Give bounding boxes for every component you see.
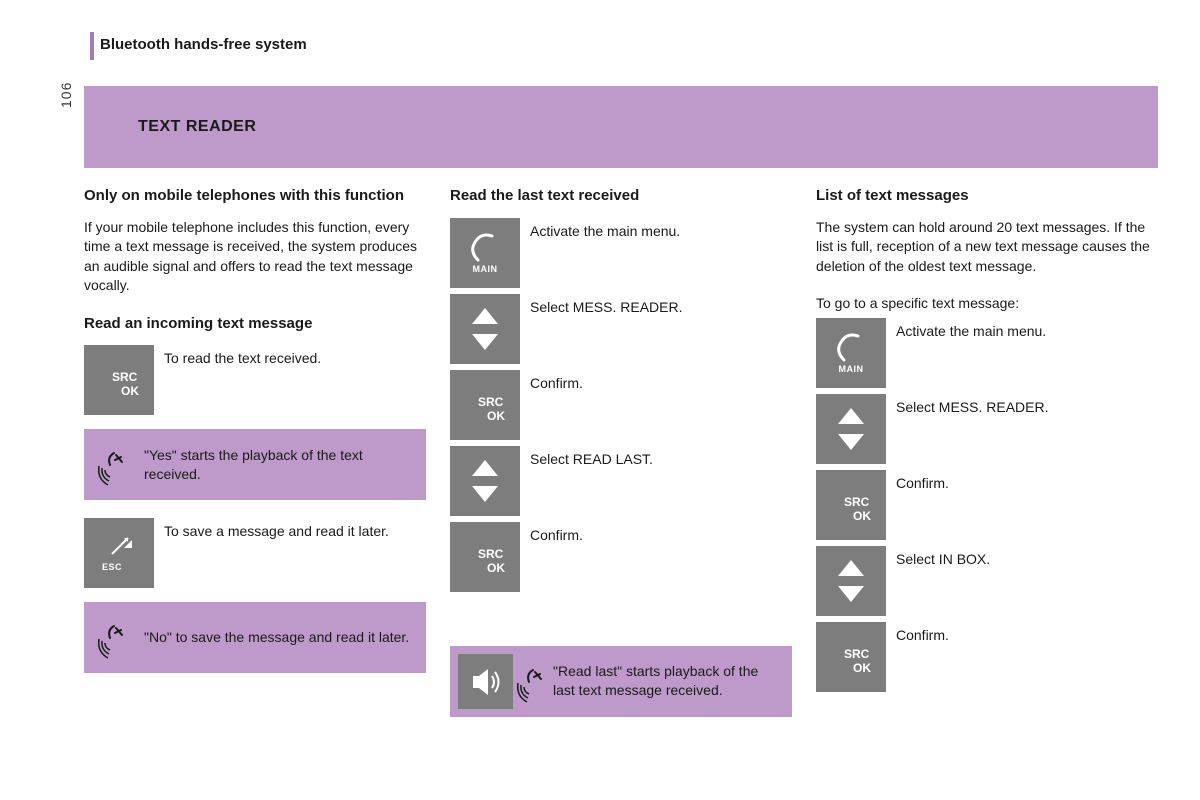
step-text: Activate the main menu. [530,218,680,241]
main-icon [450,218,520,288]
step-confirm: Confirm. [816,470,1158,540]
step-main-menu: Activate the main menu. [816,318,1158,388]
step-text: To save a message and read it later. [164,518,389,541]
subhead-read-last: Read the last text received [450,186,792,206]
step-text: Confirm. [530,522,583,545]
step-confirm: Confirm. [450,522,792,592]
step-select-inbox: Select IN BOX. [816,546,1158,616]
voice-icon [513,654,553,709]
step-text: Select MESS. READER. [896,394,1049,417]
step-confirm: Confirm. [816,622,1158,692]
updown-icon [450,294,520,364]
intro-text: The system can hold around 20 text messa… [816,218,1158,277]
step-text: Activate the main menu. [896,318,1046,341]
step-select-read-last: Select READ LAST. [450,446,792,516]
step-select-reader: Select MESS. READER. [816,394,1158,464]
voice-text: "Read last" starts playback of the last … [553,662,792,700]
subhead-read-incoming: Read an incoming text message [84,314,426,334]
voice-icon [84,610,144,665]
subhead-list: List of text messages [816,186,1158,206]
column-read-last: Read the last text received Activate the… [450,186,792,717]
voice-hint-no: "No" to save the message and read it lat… [84,602,426,673]
src-ok-icon [816,622,886,692]
step-text: Select IN BOX. [896,546,990,569]
page-number: 106 [58,82,74,108]
step-text: Confirm. [530,370,583,393]
voice-text: "No" to save the message and read it lat… [144,628,419,647]
updown-icon [816,394,886,464]
voice-hint-read-last: "Read last" starts playback of the last … [450,646,792,717]
step-text: Select READ LAST. [530,446,653,469]
step-read-text: To read the text received. [84,345,426,415]
intro-text: If your mobile telephone includes this f… [84,218,426,296]
step-main-menu: Activate the main menu. [450,218,792,288]
step-select-reader: Select MESS. READER. [450,294,792,364]
step-confirm: Confirm. [450,370,792,440]
src-ok-icon [450,370,520,440]
step-text: Confirm. [896,622,949,645]
column-list-messages: List of text messages The system can hol… [816,186,1158,717]
voice-text: "Yes" starts the playback of the text re… [144,446,426,484]
section-title: TEXT READER [138,118,256,136]
column-incoming: Only on mobile telephones with this func… [84,186,426,717]
speaker-icon [458,654,513,709]
subhead-condition: Only on mobile telephones with this func… [84,186,426,206]
accent-bar [90,32,94,60]
section-banner: TEXT READER [84,86,1158,168]
step-text: Confirm. [896,470,949,493]
updown-icon [816,546,886,616]
main-icon [816,318,886,388]
breadcrumb: Bluetooth hands-free system [100,36,307,53]
src-ok-icon [84,345,154,415]
updown-icon [450,446,520,516]
voice-hint-yes: "Yes" starts the playback of the text re… [84,429,426,500]
voice-icon [84,437,144,492]
src-ok-icon [450,522,520,592]
step-text: Select MESS. READER. [530,294,683,317]
step-text: To read the text received. [164,345,321,368]
lead-text: To go to a specific text message: [816,294,1158,314]
src-ok-icon [816,470,886,540]
esc-icon [84,518,154,588]
step-save-message: To save a message and read it later. [84,518,426,588]
